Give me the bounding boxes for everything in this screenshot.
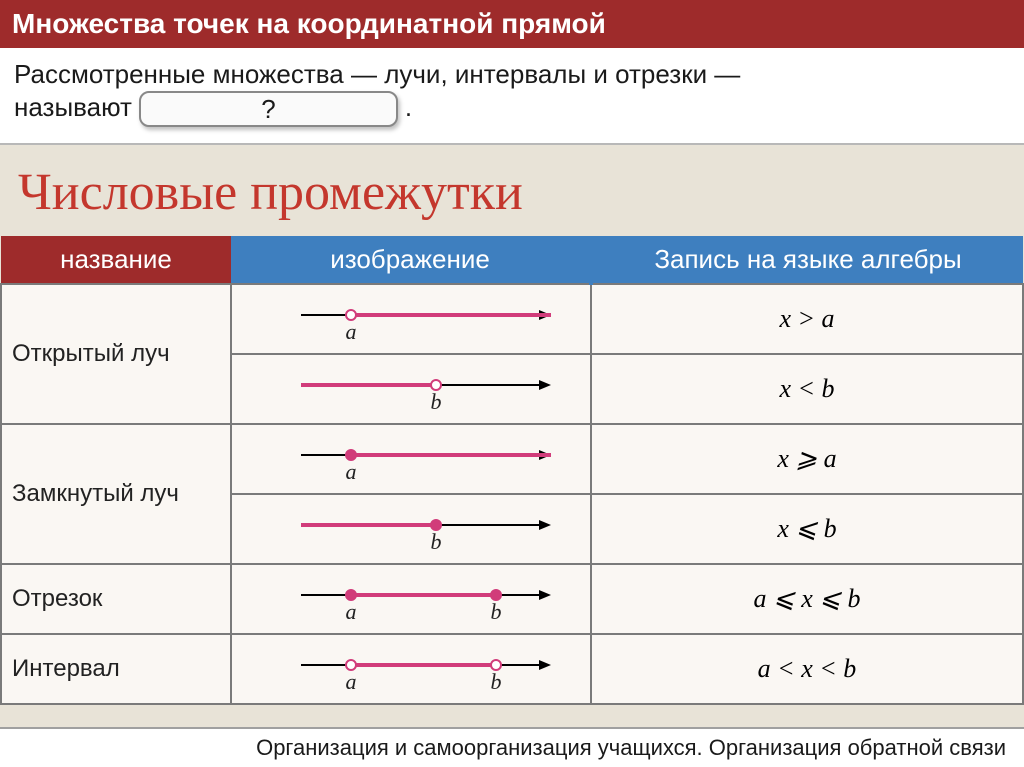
interval-algebra: x < b — [591, 354, 1023, 424]
page-title: Множества точек на координатной прямой — [0, 0, 1024, 48]
interval-name: Интервал — [1, 634, 231, 704]
interval-diagram: ab — [231, 564, 591, 634]
svg-text:a: a — [346, 319, 357, 344]
table-row: Открытый луч a x > a — [1, 284, 1023, 354]
interval-diagram: a — [231, 424, 591, 494]
interval-name: Открытый луч — [1, 284, 231, 424]
intro-line2-after: . — [405, 92, 412, 122]
footer-text: Организация и самоорганизация учащихся. … — [0, 727, 1024, 767]
number-line: b — [241, 503, 581, 555]
table-row: Замкнутый луч a x ⩾ a — [1, 424, 1023, 494]
hidden-answer[interactable]: ? — [139, 91, 397, 128]
svg-text:b: b — [491, 599, 502, 624]
interval-algebra: a < x < b — [591, 634, 1023, 704]
number-line: ab — [241, 573, 581, 625]
interval-algebra: x ⩾ a — [591, 424, 1023, 494]
interval-name: Замкнутый луч — [1, 424, 231, 564]
interval-diagram: a — [231, 284, 591, 354]
intro-text: Рассмотренные множества — лучи, интервал… — [0, 48, 1024, 145]
svg-text:a: a — [346, 669, 357, 694]
th-name: название — [1, 236, 231, 284]
intervals-table: название изображение Запись на языке алг… — [0, 236, 1024, 705]
table-row: Интервал ab a < x < b — [1, 634, 1023, 704]
svg-text:a: a — [346, 459, 357, 484]
number-line: b — [241, 363, 581, 415]
cursive-heading: Числовые промежутки — [0, 145, 1024, 236]
interval-algebra: x ⩽ b — [591, 494, 1023, 564]
svg-text:b: b — [431, 389, 442, 414]
number-line: ab — [241, 643, 581, 695]
interval-algebra: x > a — [591, 284, 1023, 354]
svg-text:a: a — [346, 599, 357, 624]
interval-diagram: b — [231, 494, 591, 564]
svg-text:b: b — [491, 669, 502, 694]
interval-algebra: a ⩽ x ⩽ b — [591, 564, 1023, 634]
number-line: a — [241, 293, 581, 345]
interval-diagram: ab — [231, 634, 591, 704]
interval-diagram: b — [231, 354, 591, 424]
intro-line1: Рассмотренные множества — лучи, интервал… — [14, 59, 740, 89]
svg-text:b: b — [431, 529, 442, 554]
th-image: изображение — [231, 236, 591, 284]
th-algebra: Запись на языке алгебры — [591, 236, 1023, 284]
interval-name: Отрезок — [1, 564, 231, 634]
intro-line2-before: называют — [14, 92, 139, 122]
number-line: a — [241, 433, 581, 485]
table-row: Отрезок ab a ⩽ x ⩽ b — [1, 564, 1023, 634]
